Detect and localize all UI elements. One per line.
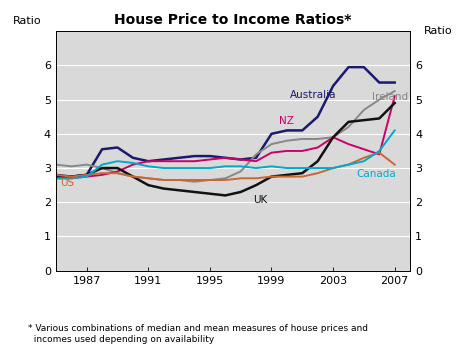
Y-axis label: Ratio: Ratio — [424, 26, 453, 36]
Text: Ireland: Ireland — [371, 92, 408, 102]
Text: UK: UK — [253, 195, 267, 204]
Text: Australia: Australia — [290, 90, 336, 100]
Y-axis label: Ratio: Ratio — [13, 16, 42, 26]
Text: US: US — [61, 178, 75, 188]
Text: * Various combinations of median and mean measures of house prices and
  incomes: * Various combinations of median and mea… — [28, 324, 368, 344]
Text: Canada: Canada — [356, 169, 396, 179]
Text: NZ: NZ — [279, 116, 294, 126]
Title: House Price to Income Ratios*: House Price to Income Ratios* — [114, 13, 352, 27]
